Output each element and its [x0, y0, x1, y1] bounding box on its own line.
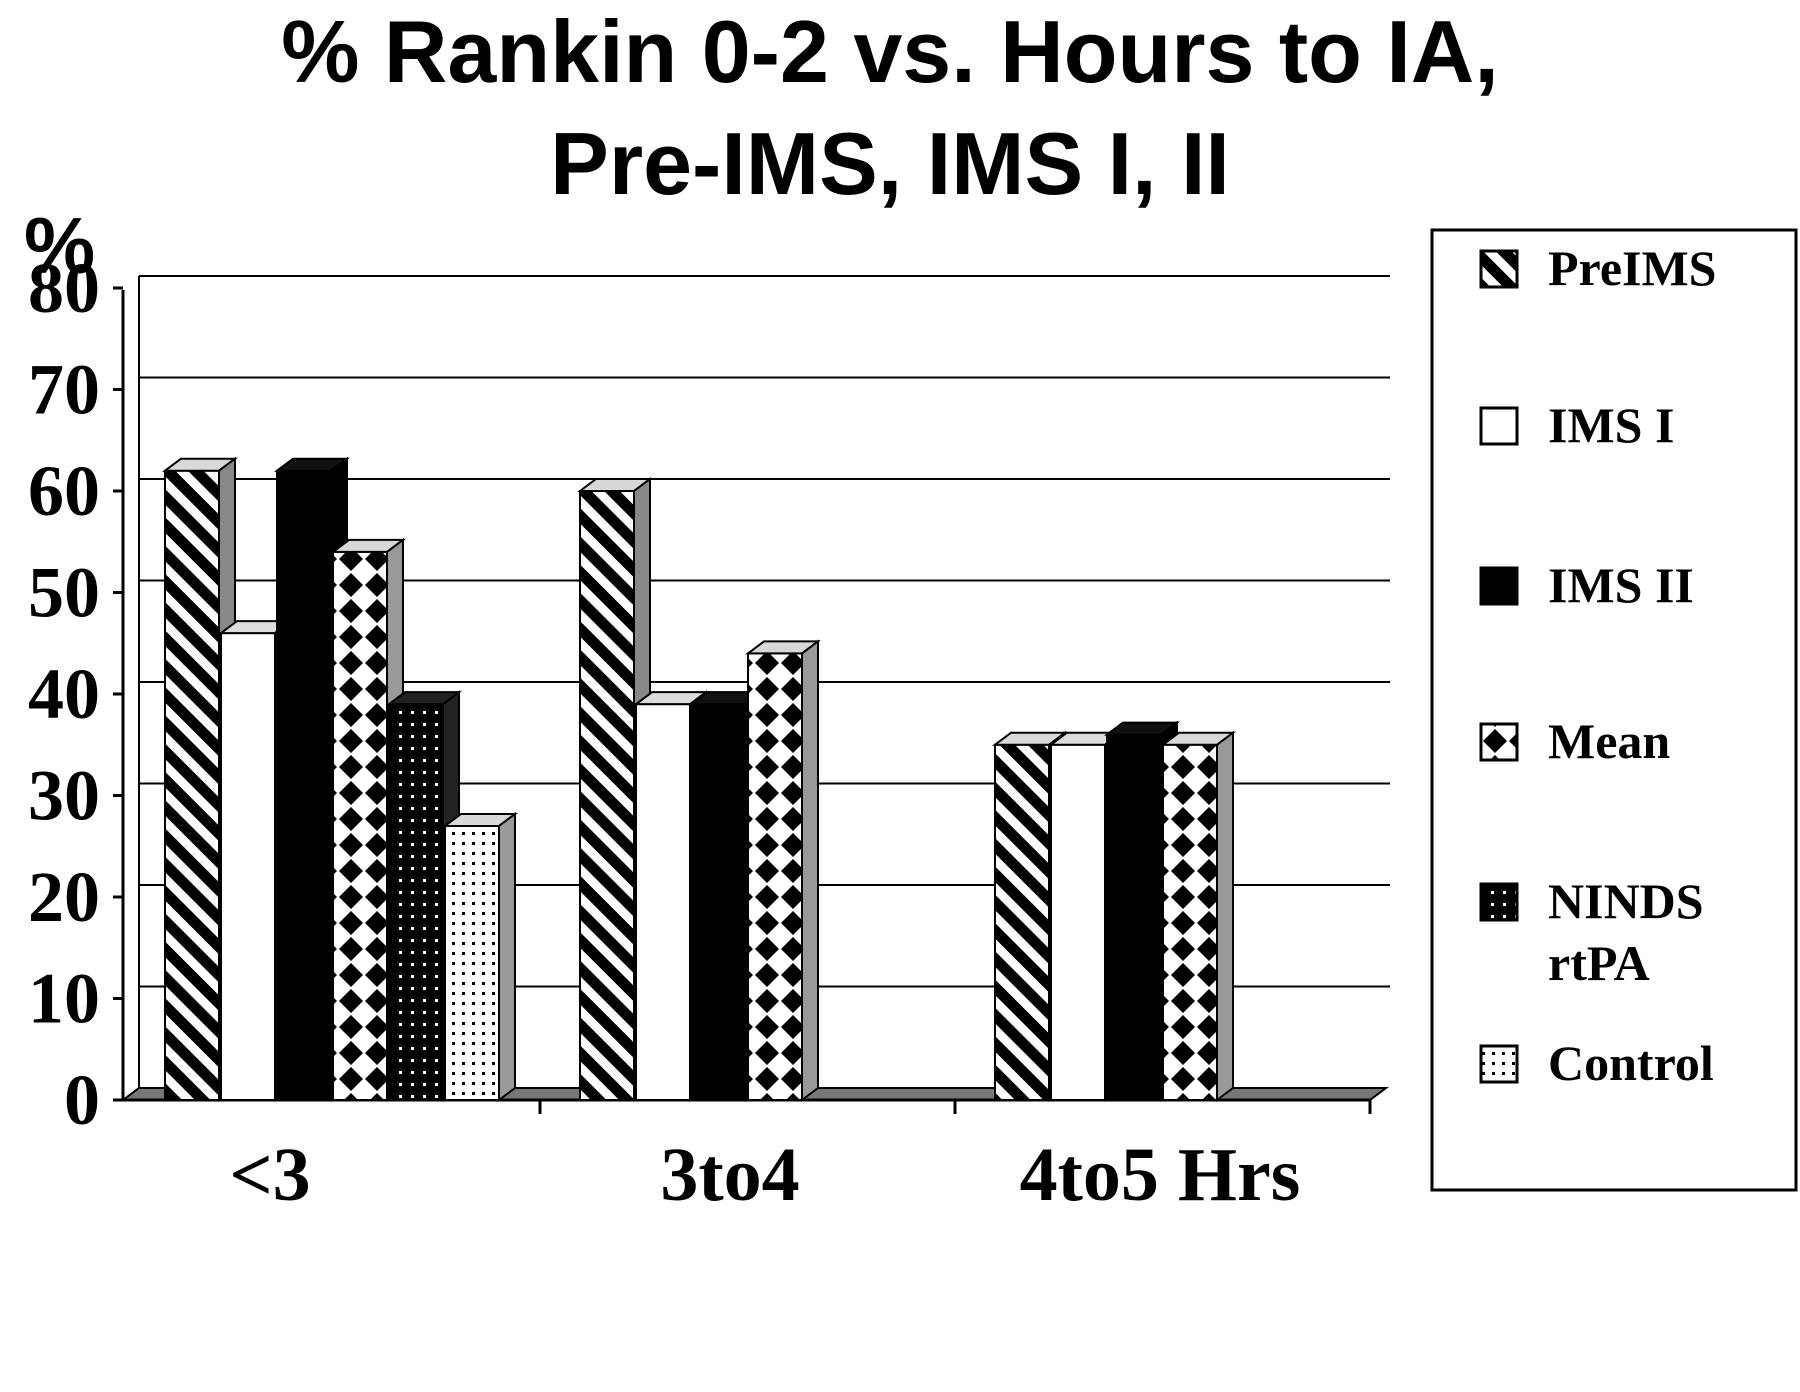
bar — [162, 456, 238, 1102]
x-category-label: 4to5 Hrs — [1020, 1133, 1301, 1217]
legend-swatch — [1479, 722, 1519, 762]
legend-label: PreIMS — [1548, 240, 1716, 296]
legend-item: NINDS rtPA — [1479, 873, 1704, 991]
bar — [218, 619, 294, 1102]
y-tick-label: 70 — [28, 350, 100, 430]
x-category-label: 3to4 — [660, 1133, 799, 1217]
x-category-label: <3 — [229, 1133, 310, 1217]
y-tick-label: 80 — [28, 248, 100, 328]
legend-label: Control — [1548, 1035, 1714, 1091]
bar — [442, 811, 518, 1102]
y-tick-label: 20 — [28, 857, 100, 937]
chart-subtitle: Pre-IMS, IMS I, II — [550, 114, 1230, 213]
legend-swatch — [1479, 1044, 1519, 1084]
legend-swatch — [1479, 406, 1519, 446]
legend-item: IMS I — [1479, 397, 1674, 453]
legend-label: IMS II — [1548, 557, 1694, 613]
legend-label: rtPA — [1548, 935, 1650, 991]
legend-item: PreIMS — [1479, 240, 1716, 296]
chart-title: % Rankin 0-2 vs. Hours to IA, — [281, 2, 1499, 101]
y-tick-label: 40 — [28, 654, 100, 734]
bar — [1160, 730, 1236, 1102]
y-tick-label: 50 — [28, 553, 100, 633]
legend-item: IMS II — [1479, 557, 1694, 613]
y-tick-label: 60 — [28, 451, 100, 531]
bar — [745, 639, 821, 1102]
legend-item: Mean — [1479, 713, 1670, 769]
legend-box — [1430, 228, 1798, 1192]
legend-swatch — [1479, 249, 1519, 289]
y-axis-label: % — [24, 201, 96, 290]
y-tick-label: 0 — [64, 1060, 100, 1140]
legend-item: Control — [1479, 1035, 1714, 1091]
y-tick-label: 10 — [28, 959, 100, 1039]
y-tick-label: 30 — [28, 756, 100, 836]
legend-label: NINDS — [1548, 873, 1704, 929]
legend-swatch — [1479, 882, 1519, 922]
legend-label: Mean — [1548, 713, 1670, 769]
legend-label: IMS I — [1548, 397, 1674, 453]
legend-swatch — [1479, 566, 1519, 606]
